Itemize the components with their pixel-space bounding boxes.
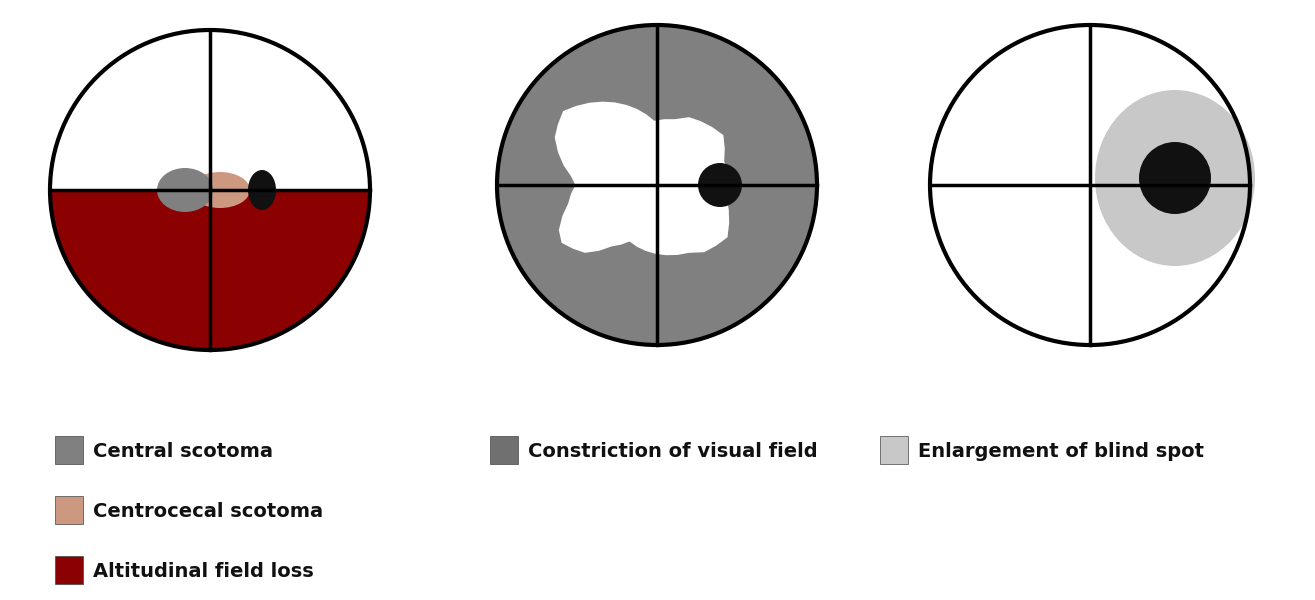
Circle shape [1139,142,1211,214]
Circle shape [50,30,370,350]
Ellipse shape [189,172,250,208]
Text: Constriction of visual field: Constriction of visual field [529,442,818,461]
FancyBboxPatch shape [55,496,83,524]
Polygon shape [555,101,732,255]
Ellipse shape [1095,90,1255,266]
Ellipse shape [249,170,276,210]
FancyBboxPatch shape [55,436,83,464]
FancyBboxPatch shape [55,556,83,584]
FancyBboxPatch shape [490,436,518,464]
Circle shape [497,25,817,345]
FancyBboxPatch shape [880,436,907,464]
Circle shape [698,163,742,207]
Text: Centrocecal scotoma: Centrocecal scotoma [93,502,323,521]
Text: Altitudinal field loss: Altitudinal field loss [93,562,314,581]
Circle shape [930,25,1251,345]
Polygon shape [50,190,370,350]
Text: Enlargement of blind spot: Enlargement of blind spot [918,442,1205,461]
Text: Central scotoma: Central scotoma [93,442,274,461]
Ellipse shape [156,168,213,212]
